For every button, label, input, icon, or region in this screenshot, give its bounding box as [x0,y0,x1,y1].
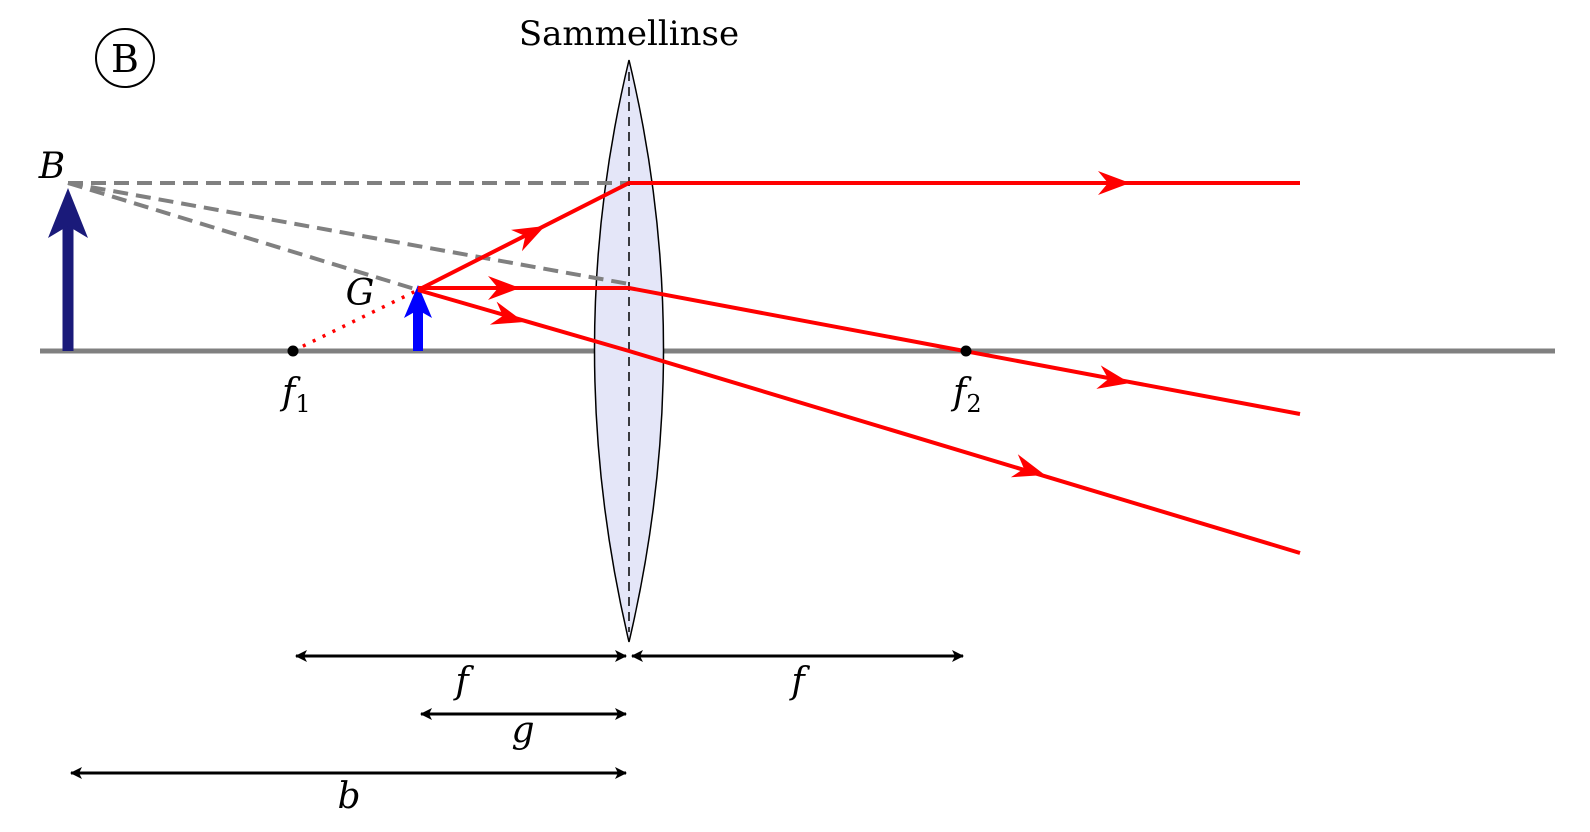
focus-left-sub: 1 [295,390,310,418]
dimension-g-label: g [511,710,534,751]
object-arrow-head [404,285,432,318]
dimension-f-right-label: f [788,661,810,702]
panel-mark-circle [95,28,155,88]
ray-arrow [1096,365,1130,389]
focus-right-sub: 2 [966,390,981,418]
ray-arrow [1098,171,1130,195]
image-label: B [38,146,65,187]
panel-mark-letter: B [111,37,139,81]
ray-arrow [488,276,520,300]
dotted-ray-to-focus [292,288,419,353]
dimension-b-label: b [337,776,360,817]
ray-arrow [511,226,545,252]
ray-parallel [417,181,1300,292]
focus-left-label: f1 [279,372,311,418]
ray-central [417,288,1301,555]
ray-arrow [1010,454,1045,478]
focus-right-label: f2 [950,372,982,418]
virtual-ray-middle [67,181,630,286]
lens-label: Sammellinse [519,14,739,54]
ray-arrow [489,301,524,325]
object-label: G [346,273,375,314]
virtual-ray-lower [67,181,419,292]
focal-point-right [960,345,972,357]
ray-through-focus [418,286,1301,416]
focal-point-left [287,345,299,357]
image-arrow-head [48,188,88,238]
dimension-f-left-label: f [452,661,474,702]
